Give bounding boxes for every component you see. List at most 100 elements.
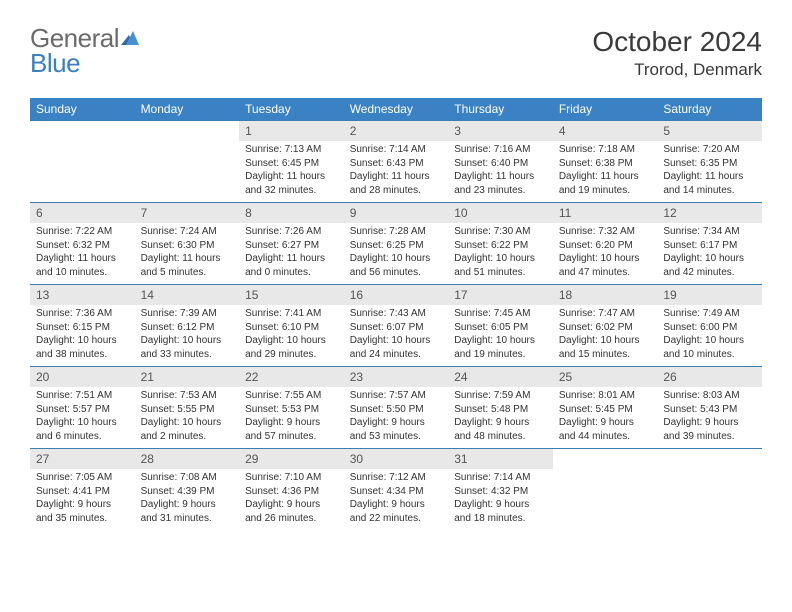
sunrise-line: Sunrise: 7:28 AM <box>350 225 443 239</box>
sunset-line: Sunset: 6:15 PM <box>36 321 129 335</box>
day-details: Sunrise: 7:49 AMSunset: 6:00 PMDaylight:… <box>657 305 762 365</box>
calendar-day-cell <box>657 449 762 531</box>
calendar-day-cell: 12Sunrise: 7:34 AMSunset: 6:17 PMDayligh… <box>657 203 762 285</box>
weekday-header: Monday <box>135 98 240 121</box>
day-details: Sunrise: 7:36 AMSunset: 6:15 PMDaylight:… <box>30 305 135 365</box>
day-number: 27 <box>30 449 135 469</box>
sunrise-line: Sunrise: 7:55 AM <box>245 389 338 403</box>
day-details: Sunrise: 7:20 AMSunset: 6:35 PMDaylight:… <box>657 141 762 201</box>
sunrise-line: Sunrise: 7:12 AM <box>350 471 443 485</box>
calendar-day-cell: 11Sunrise: 7:32 AMSunset: 6:20 PMDayligh… <box>553 203 658 285</box>
daylight-line: Daylight: 11 hours and 32 minutes. <box>245 170 338 197</box>
day-details: Sunrise: 7:57 AMSunset: 5:50 PMDaylight:… <box>344 387 449 447</box>
day-number: 22 <box>239 367 344 387</box>
day-details: Sunrise: 7:51 AMSunset: 5:57 PMDaylight:… <box>30 387 135 447</box>
sunrise-line: Sunrise: 7:14 AM <box>350 143 443 157</box>
day-details: Sunrise: 7:16 AMSunset: 6:40 PMDaylight:… <box>448 141 553 201</box>
calendar-day-cell: 25Sunrise: 8:01 AMSunset: 5:45 PMDayligh… <box>553 367 658 449</box>
daylight-line: Daylight: 9 hours and 48 minutes. <box>454 416 547 443</box>
day-details: Sunrise: 7:05 AMSunset: 4:41 PMDaylight:… <box>30 469 135 529</box>
calendar-day-cell: 18Sunrise: 7:47 AMSunset: 6:02 PMDayligh… <box>553 285 658 367</box>
sunrise-line: Sunrise: 7:39 AM <box>141 307 234 321</box>
sunset-line: Sunset: 6:10 PM <box>245 321 338 335</box>
calendar-day-cell: 13Sunrise: 7:36 AMSunset: 6:15 PMDayligh… <box>30 285 135 367</box>
day-number: 4 <box>553 121 658 141</box>
calendar-day-cell: 17Sunrise: 7:45 AMSunset: 6:05 PMDayligh… <box>448 285 553 367</box>
weekday-header: Sunday <box>30 98 135 121</box>
day-number: 17 <box>448 285 553 305</box>
day-details: Sunrise: 7:22 AMSunset: 6:32 PMDaylight:… <box>30 223 135 283</box>
day-number: 20 <box>30 367 135 387</box>
sunset-line: Sunset: 6:05 PM <box>454 321 547 335</box>
daylight-line: Daylight: 10 hours and 51 minutes. <box>454 252 547 279</box>
day-details: Sunrise: 7:30 AMSunset: 6:22 PMDaylight:… <box>448 223 553 283</box>
calendar-week-row: 6Sunrise: 7:22 AMSunset: 6:32 PMDaylight… <box>30 203 762 285</box>
day-details: Sunrise: 7:55 AMSunset: 5:53 PMDaylight:… <box>239 387 344 447</box>
day-details: Sunrise: 7:14 AMSunset: 4:32 PMDaylight:… <box>448 469 553 529</box>
header: GeneralBlue October 2024 Trorod, Denmark <box>30 26 762 80</box>
daylight-line: Daylight: 10 hours and 33 minutes. <box>141 334 234 361</box>
daylight-line: Daylight: 11 hours and 0 minutes. <box>245 252 338 279</box>
sunset-line: Sunset: 5:48 PM <box>454 403 547 417</box>
sunrise-line: Sunrise: 7:47 AM <box>559 307 652 321</box>
daylight-line: Daylight: 11 hours and 28 minutes. <box>350 170 443 197</box>
sunset-line: Sunset: 6:00 PM <box>663 321 756 335</box>
sunrise-line: Sunrise: 7:57 AM <box>350 389 443 403</box>
calendar-day-cell: 26Sunrise: 8:03 AMSunset: 5:43 PMDayligh… <box>657 367 762 449</box>
day-number: 12 <box>657 203 762 223</box>
calendar-day-cell: 20Sunrise: 7:51 AMSunset: 5:57 PMDayligh… <box>30 367 135 449</box>
calendar-table: SundayMondayTuesdayWednesdayThursdayFrid… <box>30 98 762 531</box>
weekday-header: Thursday <box>448 98 553 121</box>
calendar-day-cell: 2Sunrise: 7:14 AMSunset: 6:43 PMDaylight… <box>344 121 449 203</box>
sunrise-line: Sunrise: 8:01 AM <box>559 389 652 403</box>
day-number: 29 <box>239 449 344 469</box>
calendar-week-row: 20Sunrise: 7:51 AMSunset: 5:57 PMDayligh… <box>30 367 762 449</box>
day-number: 26 <box>657 367 762 387</box>
sunset-line: Sunset: 6:32 PM <box>36 239 129 253</box>
sunset-line: Sunset: 5:43 PM <box>663 403 756 417</box>
day-number: 6 <box>30 203 135 223</box>
calendar-day-cell: 31Sunrise: 7:14 AMSunset: 4:32 PMDayligh… <box>448 449 553 531</box>
brand-logo: GeneralBlue <box>30 26 143 75</box>
calendar-day-cell: 10Sunrise: 7:30 AMSunset: 6:22 PMDayligh… <box>448 203 553 285</box>
calendar-day-cell: 3Sunrise: 7:16 AMSunset: 6:40 PMDaylight… <box>448 121 553 203</box>
sunrise-line: Sunrise: 7:43 AM <box>350 307 443 321</box>
sunrise-line: Sunrise: 7:20 AM <box>663 143 756 157</box>
sunset-line: Sunset: 6:38 PM <box>559 157 652 171</box>
day-details: Sunrise: 7:28 AMSunset: 6:25 PMDaylight:… <box>344 223 449 283</box>
daylight-line: Daylight: 9 hours and 35 minutes. <box>36 498 129 525</box>
sunrise-line: Sunrise: 7:51 AM <box>36 389 129 403</box>
sunset-line: Sunset: 4:32 PM <box>454 485 547 499</box>
sunset-line: Sunset: 5:55 PM <box>141 403 234 417</box>
calendar-day-cell: 6Sunrise: 7:22 AMSunset: 6:32 PMDaylight… <box>30 203 135 285</box>
daylight-line: Daylight: 9 hours and 26 minutes. <box>245 498 338 525</box>
sunset-line: Sunset: 6:22 PM <box>454 239 547 253</box>
day-number: 16 <box>344 285 449 305</box>
day-number: 28 <box>135 449 240 469</box>
sunrise-line: Sunrise: 7:18 AM <box>559 143 652 157</box>
daylight-line: Daylight: 10 hours and 42 minutes. <box>663 252 756 279</box>
calendar-day-cell: 23Sunrise: 7:57 AMSunset: 5:50 PMDayligh… <box>344 367 449 449</box>
day-number: 1 <box>239 121 344 141</box>
sunset-line: Sunset: 4:36 PM <box>245 485 338 499</box>
calendar-day-cell: 22Sunrise: 7:55 AMSunset: 5:53 PMDayligh… <box>239 367 344 449</box>
day-number: 21 <box>135 367 240 387</box>
day-details: Sunrise: 7:59 AMSunset: 5:48 PMDaylight:… <box>448 387 553 447</box>
sunrise-line: Sunrise: 7:49 AM <box>663 307 756 321</box>
day-details: Sunrise: 8:01 AMSunset: 5:45 PMDaylight:… <box>553 387 658 447</box>
sunrise-line: Sunrise: 8:03 AM <box>663 389 756 403</box>
daylight-line: Daylight: 9 hours and 18 minutes. <box>454 498 547 525</box>
sunrise-line: Sunrise: 7:36 AM <box>36 307 129 321</box>
daylight-line: Daylight: 10 hours and 10 minutes. <box>663 334 756 361</box>
calendar-day-cell: 24Sunrise: 7:59 AMSunset: 5:48 PMDayligh… <box>448 367 553 449</box>
day-details: Sunrise: 7:13 AMSunset: 6:45 PMDaylight:… <box>239 141 344 201</box>
sunrise-line: Sunrise: 7:26 AM <box>245 225 338 239</box>
sunset-line: Sunset: 4:34 PM <box>350 485 443 499</box>
location-label: Trorod, Denmark <box>592 60 762 80</box>
daylight-line: Daylight: 10 hours and 15 minutes. <box>559 334 652 361</box>
calendar-day-cell: 8Sunrise: 7:26 AMSunset: 6:27 PMDaylight… <box>239 203 344 285</box>
sunrise-line: Sunrise: 7:45 AM <box>454 307 547 321</box>
sunset-line: Sunset: 6:43 PM <box>350 157 443 171</box>
daylight-line: Daylight: 10 hours and 6 minutes. <box>36 416 129 443</box>
sunrise-line: Sunrise: 7:14 AM <box>454 471 547 485</box>
